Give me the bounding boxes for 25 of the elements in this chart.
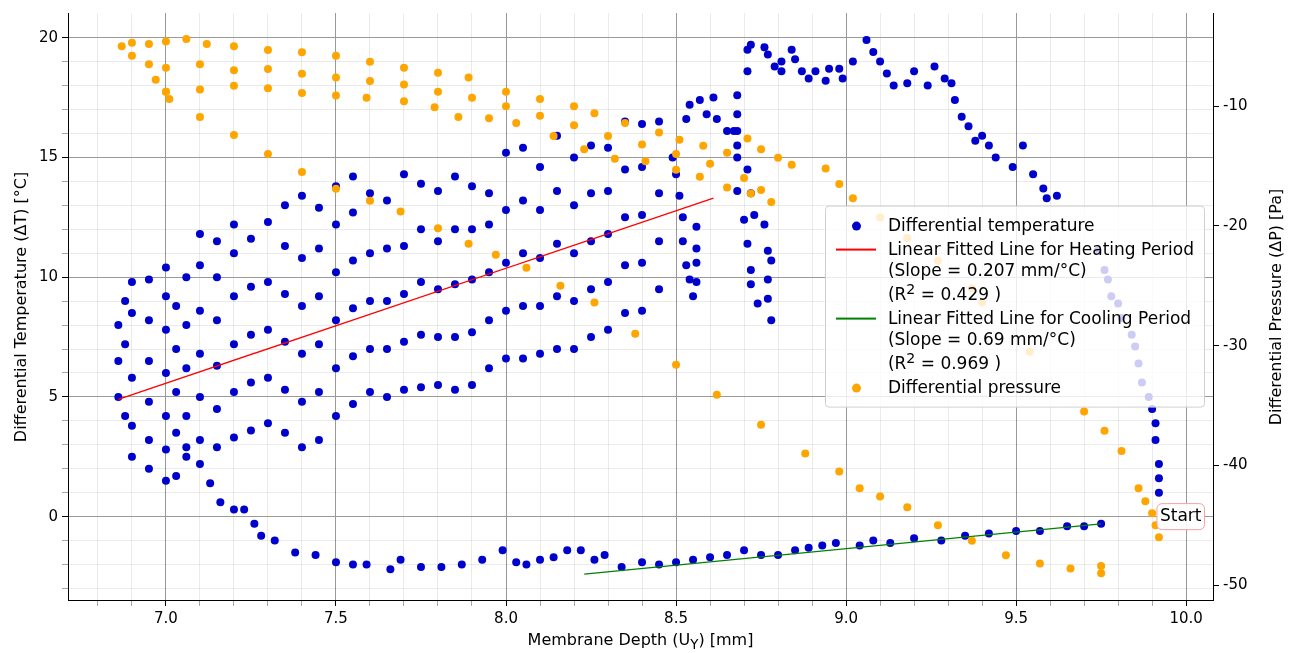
y-tick-label: 0: [48, 506, 58, 525]
y-tick-label: 20: [38, 27, 58, 46]
y2-tick-label: -40: [1223, 455, 1248, 474]
y2-tick-label: -50: [1223, 575, 1248, 594]
y2-tick-label: -20: [1223, 215, 1248, 234]
legend-label: Differential temperature: [887, 214, 1095, 236]
y2-axis-title: Differential Pressure (ΔP) [Pa]: [1265, 188, 1285, 425]
x-tick-label: 9.0: [834, 608, 858, 627]
y-tick-label: 5: [48, 386, 58, 405]
legend-label: Differential pressure: [887, 376, 1062, 399]
y-axis-title: Differential Temperature (ΔT) [°C]: [10, 171, 30, 442]
annotation: Start: [1159, 505, 1202, 526]
x-tick-label: 10.0: [1169, 608, 1203, 627]
y2-tick-label: -30: [1223, 335, 1248, 354]
y2-tick-label: -10: [1223, 96, 1248, 115]
legend-label: Linear Fitted Line for Heating Period (Slope = 0.207 mm/°C) (R$^{2}$ = 0.429 ): [887, 238, 1194, 306]
x-tick-label: 8.0: [494, 608, 518, 627]
y-tick-label: 15: [38, 147, 58, 166]
x-tick-label: 7.0: [154, 608, 178, 627]
y-tick-label: 10: [38, 267, 58, 286]
x-axis-title: Membrane Depth (U$_{Y}$) [mm]: [527, 630, 754, 653]
x-tick-label: 8.5: [664, 608, 688, 627]
x-tick-label: 9.5: [1004, 608, 1029, 627]
x-tick-label: 7.5: [324, 608, 348, 627]
legend-label: Linear Fitted Line for Cooling Period (Slope = 0.69 mm/°C) (R$^{2}$ = 0.969 ): [887, 307, 1192, 375]
